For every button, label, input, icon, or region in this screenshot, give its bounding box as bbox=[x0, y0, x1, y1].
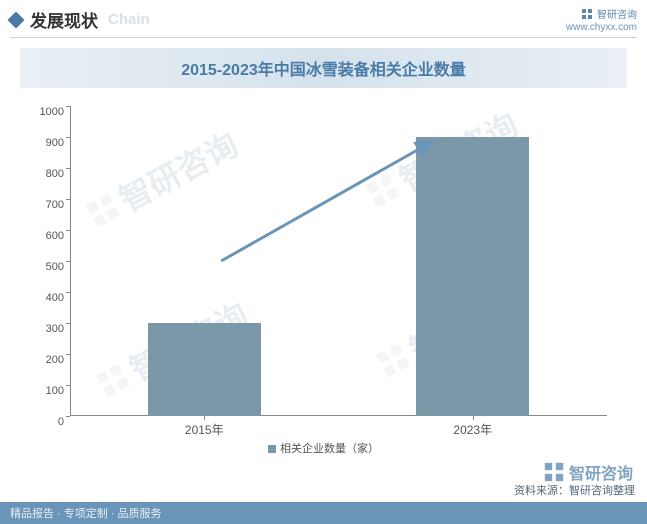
brand: 智研咨询 bbox=[566, 6, 637, 21]
y-tick-mark bbox=[66, 230, 70, 231]
y-tick-label: 0 bbox=[58, 416, 64, 428]
site-url: www.chyxx.com bbox=[566, 22, 637, 33]
y-tick-label: 400 bbox=[46, 292, 64, 304]
watermark-bottom-right: 智研咨询 bbox=[543, 460, 633, 484]
page-title: 发展现状 bbox=[30, 7, 98, 32]
header-right: 智研咨询 www.chyxx.com bbox=[566, 6, 637, 33]
x-tick-label: 2023年 bbox=[453, 421, 492, 438]
x-tick-mark bbox=[204, 416, 205, 420]
plot-area bbox=[70, 106, 607, 416]
source-text: 资料来源：智研咨询整理 bbox=[514, 482, 635, 498]
header: 发展现状 Chain 智研咨询 www.chyxx.com bbox=[0, 0, 647, 35]
x-tick-mark bbox=[473, 416, 474, 420]
y-tick-mark bbox=[66, 292, 70, 293]
footer-text: 精品报告 · 专项定制 · 品质服务 bbox=[10, 505, 162, 521]
header-left: 发展现状 Chain bbox=[10, 7, 150, 32]
y-tick-label: 200 bbox=[46, 354, 64, 366]
y-tick-label: 500 bbox=[46, 261, 64, 273]
y-tick-label: 1000 bbox=[40, 106, 64, 118]
divider bbox=[10, 37, 637, 38]
y-tick-label: 600 bbox=[46, 230, 64, 242]
watermark-text: 智研咨询 bbox=[569, 460, 633, 484]
y-tick-label: 700 bbox=[46, 199, 64, 211]
y-tick-mark bbox=[66, 106, 70, 107]
bar bbox=[416, 137, 529, 416]
y-tick-mark bbox=[66, 354, 70, 355]
y-tick-label: 300 bbox=[46, 323, 64, 335]
y-tick-label: 100 bbox=[46, 385, 64, 397]
brand-text: 智研咨询 bbox=[597, 6, 637, 21]
chart-area: 智研咨询 智研咨询 智研咨询 智研咨询 01002003004005006007… bbox=[20, 96, 627, 456]
x-tick-label: 2015年 bbox=[185, 421, 224, 438]
y-tick-mark bbox=[66, 261, 70, 262]
footer: 精品报告 · 专项定制 · 品质服务 bbox=[0, 502, 647, 524]
legend-swatch bbox=[268, 445, 276, 453]
y-axis: 01002003004005006007008009001000 bbox=[20, 106, 68, 416]
diamond-icon bbox=[8, 11, 25, 28]
legend-label: 相关企业数量（家） bbox=[280, 443, 379, 455]
legend: 相关企业数量（家） bbox=[20, 440, 627, 456]
y-tick-label: 900 bbox=[46, 137, 64, 149]
y-tick-label: 800 bbox=[46, 168, 64, 180]
y-tick-mark bbox=[66, 323, 70, 324]
y-tick-mark bbox=[66, 416, 70, 417]
y-tick-mark bbox=[66, 199, 70, 200]
y-tick-mark bbox=[66, 137, 70, 138]
watermark-icon bbox=[543, 461, 565, 483]
chart-title: 2015-2023年中国冰雪装备相关企业数量 bbox=[20, 48, 627, 88]
y-tick-mark bbox=[66, 385, 70, 386]
y-tick-mark bbox=[66, 168, 70, 169]
page-subtitle: Chain bbox=[108, 11, 150, 28]
brand-icon bbox=[581, 8, 593, 20]
bar bbox=[148, 323, 261, 416]
